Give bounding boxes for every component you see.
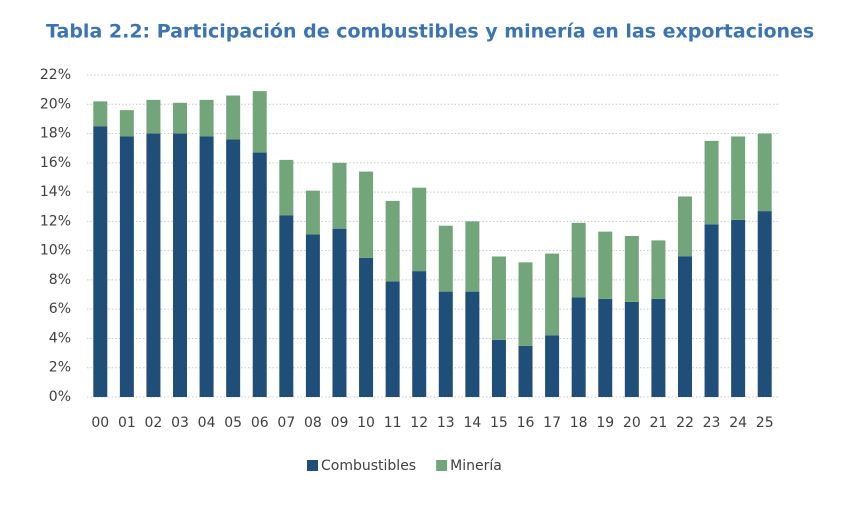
x-tick-label: 15 (490, 415, 508, 431)
x-tick-label: 18 (570, 415, 588, 431)
bar-segment (385, 200, 400, 282)
bar-segment (677, 256, 692, 397)
bar-segment (359, 257, 374, 397)
x-tick-label: 06 (251, 415, 269, 431)
bar-segment (93, 101, 108, 127)
y-tick-label: 22% (40, 67, 71, 83)
bar-segment (279, 159, 294, 216)
x-tick-label: 03 (171, 415, 189, 431)
y-tick-label: 14% (40, 184, 71, 200)
bar-segment (199, 136, 214, 398)
x-tick-label: 21 (649, 415, 667, 431)
bar-segment (571, 222, 586, 298)
bar-segment (518, 262, 533, 346)
y-tick-label: 8% (49, 272, 71, 288)
bar-segment (518, 345, 533, 397)
bar-segment (173, 102, 188, 134)
bar-segment (624, 236, 639, 302)
legend-swatch (307, 460, 318, 471)
bar-segment (757, 133, 772, 212)
x-tick-label: 20 (623, 415, 641, 431)
bar-segment (305, 190, 320, 235)
legend-label: Minería (450, 458, 502, 474)
bar-segment (412, 271, 427, 397)
x-tick-label: 08 (304, 415, 322, 431)
bar-segment (199, 99, 214, 137)
x-tick-label: 00 (91, 415, 109, 431)
bar-segment (305, 234, 320, 397)
bar-segment (598, 231, 613, 299)
bar-segment (226, 95, 241, 140)
x-tick-label: 25 (756, 415, 774, 431)
bar-segment (731, 136, 746, 220)
y-tick-label: 18% (40, 126, 71, 142)
bar-segment (438, 225, 453, 292)
bar-segment (491, 339, 506, 397)
bar-segment (119, 110, 134, 137)
x-tick-label: 01 (118, 415, 136, 431)
x-tick-label: 09 (331, 415, 349, 431)
x-tick-label: 16 (517, 415, 535, 431)
bar-segment (332, 162, 347, 229)
bar-segment (651, 240, 666, 299)
y-tick-label: 0% (49, 389, 71, 405)
x-tick-label: 12 (410, 415, 428, 431)
chart-title: Tabla 2.2: Participación de combustibles… (46, 21, 814, 43)
y-tick-label: 6% (49, 301, 71, 317)
x-tick-label: 19 (596, 415, 614, 431)
legend-swatch (436, 460, 448, 471)
x-tick-label: 11 (384, 415, 402, 431)
x-tick-label: 23 (703, 415, 721, 431)
bar-segment (571, 297, 586, 397)
bar-segment (731, 219, 746, 397)
bar-segment (704, 140, 719, 225)
bar-segment (624, 301, 639, 397)
bar-segment (385, 281, 400, 397)
bar-segment (438, 291, 453, 397)
x-tick-label: 07 (277, 415, 295, 431)
x-tick-label: 24 (729, 415, 747, 431)
x-tick-label: 05 (224, 415, 242, 431)
bar-segment (651, 298, 666, 397)
bar-segment (146, 133, 161, 397)
bar-segment (465, 221, 480, 292)
x-tick-label: 10 (357, 415, 375, 431)
x-tick-label: 02 (145, 415, 163, 431)
x-tick-label: 14 (463, 415, 481, 431)
y-tick-label: 20% (40, 96, 71, 112)
bar-segment (491, 256, 506, 340)
y-tick-label: 4% (49, 330, 71, 346)
bar-segment (226, 139, 241, 397)
bar-segment (677, 196, 692, 257)
bar-segment (146, 99, 161, 134)
x-tick-label: 17 (543, 415, 561, 431)
bar-segment (598, 298, 613, 397)
bar-segment (93, 126, 108, 398)
bar-segment (279, 215, 294, 397)
x-tick-label: 04 (198, 415, 216, 431)
bar-segment (545, 253, 560, 336)
y-tick-label: 2% (49, 360, 71, 376)
x-tick-label: 13 (437, 415, 455, 431)
bar-segment (412, 187, 427, 272)
legend-label: Combustibles (321, 458, 416, 474)
y-tick-label: 10% (40, 243, 71, 259)
bar-segment (252, 152, 267, 397)
bar-segment (173, 133, 188, 397)
bar-segment (704, 224, 719, 397)
bar-segment (465, 291, 480, 397)
x-tick-label: 22 (676, 415, 694, 431)
y-tick-label: 12% (40, 213, 71, 229)
bar-segment (119, 136, 134, 398)
bar-segment (545, 335, 560, 397)
bar-segment (332, 228, 347, 397)
y-tick-label: 16% (40, 155, 71, 171)
bar-segment (359, 171, 374, 258)
bar-segment (757, 211, 772, 397)
bar-segment (252, 91, 267, 153)
